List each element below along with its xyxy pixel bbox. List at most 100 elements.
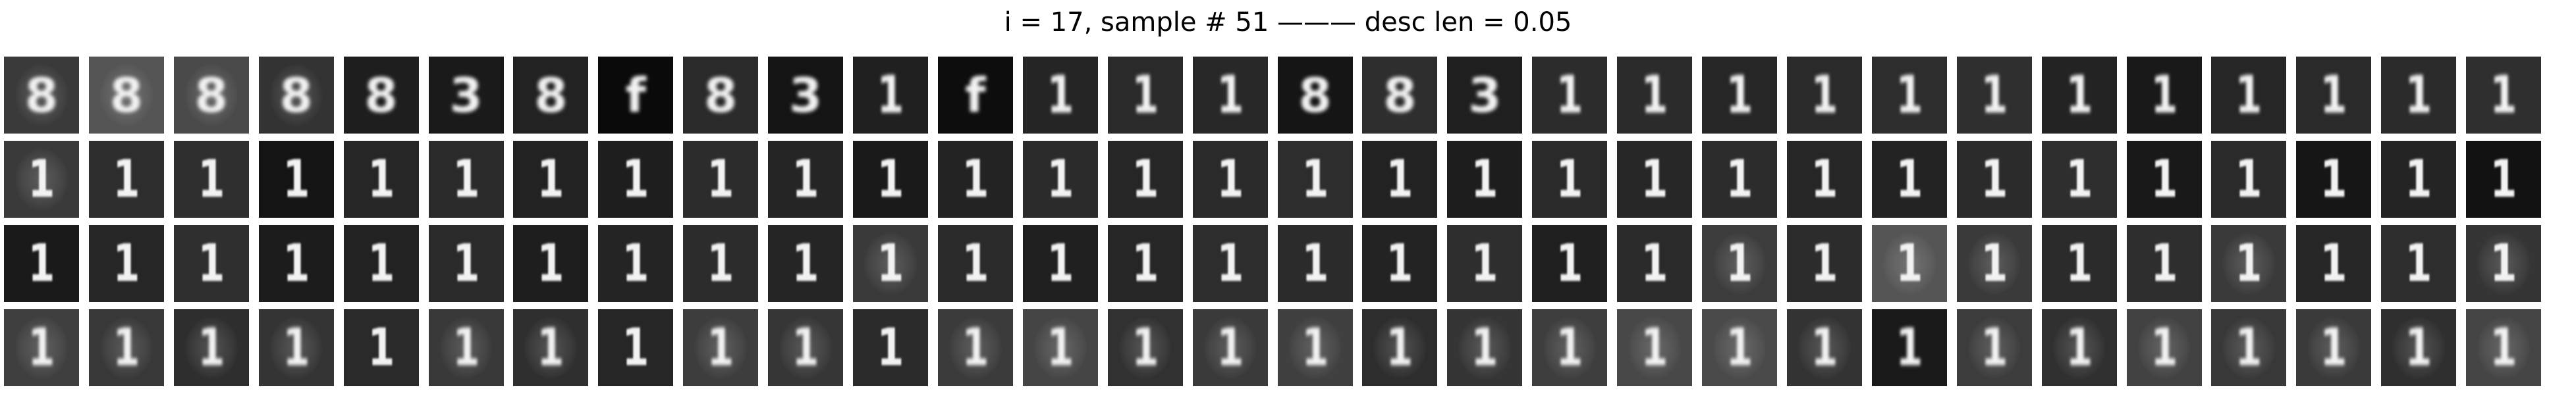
sample-image-tile: 1 [88, 141, 164, 218]
noise-halo [269, 316, 323, 379]
sample-image-tile: 1 [513, 309, 589, 386]
sample-image-tile: 1 [1022, 225, 1098, 302]
sample-image-tile: 1 [1956, 309, 2032, 386]
digit-stroke: 1 [2235, 318, 2262, 378]
digit-stroke: 1 [537, 318, 564, 378]
sample-image-tile: 1 [2296, 141, 2372, 218]
sample-image-tile: 1 [173, 225, 249, 302]
sample-image-tile: 8 [4, 57, 79, 134]
sample-image-tile: 1 [2126, 309, 2202, 386]
digit-stroke: 1 [1981, 65, 2008, 125]
sample-image-tile: 1 [853, 57, 928, 134]
digit-stroke: 1 [283, 234, 310, 293]
sample-image-tile: 1 [1956, 225, 2032, 302]
noise-halo [1713, 232, 1766, 295]
sample-image-tile: 1 [2296, 309, 2372, 386]
digit-stroke: 1 [1047, 234, 1074, 293]
noise-halo [269, 64, 323, 126]
noise-halo [2222, 232, 2276, 295]
digit-stroke: 1 [1896, 318, 1923, 378]
sample-image-tile: 1 [1362, 141, 1438, 218]
noise-halo [1797, 316, 1851, 379]
sample-image-tile: 8 [258, 57, 334, 134]
digit-stroke: 1 [283, 149, 310, 209]
digit-stroke: 1 [877, 65, 904, 125]
sample-image-tile: 1 [2041, 57, 2117, 134]
sample-image-tile: 1 [2466, 57, 2542, 134]
sample-image-tile: 1 [428, 225, 504, 302]
sample-image-tile: 1 [4, 141, 79, 218]
digit-stroke: 1 [2320, 318, 2347, 378]
digit-stroke: 8 [1383, 67, 1417, 123]
sample-image-tile: 1 [513, 225, 589, 302]
noise-halo [1118, 316, 1172, 379]
digit-stroke: 1 [1217, 234, 1244, 293]
digit-stroke: 1 [1132, 149, 1159, 209]
digit-stroke: 1 [2151, 149, 2178, 209]
digit-stroke: 1 [2235, 234, 2262, 293]
sample-image-tile: 1 [853, 141, 928, 218]
digit-stroke: 1 [1981, 234, 2008, 293]
digit-stroke: 1 [1471, 234, 1498, 293]
digit-stroke: 8 [109, 67, 143, 123]
sample-image-tile: 1 [2126, 57, 2202, 134]
sample-image-tile: f [598, 57, 674, 134]
sample-image-tile: 1 [2466, 225, 2542, 302]
digit-stroke: 1 [1217, 149, 1244, 209]
sample-image-tile: 1 [1107, 309, 1183, 386]
digit-stroke: 1 [1726, 234, 1753, 293]
sample-image-tile: 1 [853, 225, 928, 302]
digit-stroke: 1 [2490, 318, 2517, 378]
digit-stroke: 1 [1726, 149, 1753, 209]
digit-stroke: 1 [2066, 234, 2093, 293]
sample-image-tile: 3 [768, 57, 844, 134]
sample-image-tile: 1 [2126, 225, 2202, 302]
digit-stroke: 1 [792, 149, 819, 209]
digit-stroke: f [625, 67, 646, 123]
sample-image-tile: 1 [683, 141, 759, 218]
digit-stroke: 1 [1302, 234, 1329, 293]
digit-stroke: 1 [28, 149, 55, 209]
sample-image-tile: 1 [1532, 57, 1608, 134]
digit-stroke: 1 [368, 149, 395, 209]
sample-image-tile: 1 [2211, 57, 2287, 134]
sample-image-tile: 8 [343, 57, 419, 134]
sample-image-tile: 1 [2381, 309, 2457, 386]
digit-stroke: 1 [2490, 149, 2517, 209]
digit-stroke: 1 [1386, 234, 1413, 293]
noise-halo [1713, 316, 1766, 379]
noise-halo [1543, 316, 1597, 379]
digit-stroke: 1 [1217, 65, 1244, 125]
digit-stroke: 1 [1896, 234, 1923, 293]
sample-image-tile: 1 [258, 309, 334, 386]
digit-stroke: 3 [449, 67, 483, 123]
noise-halo [1628, 316, 1681, 379]
digit-stroke: 1 [2405, 65, 2432, 125]
sample-image-tile: 8 [173, 57, 249, 134]
sample-image-tile: 1 [1617, 309, 1693, 386]
sample-image-tile: 1 [1277, 309, 1353, 386]
sample-image-tile: 1 [2296, 225, 2372, 302]
digit-stroke: 1 [962, 234, 989, 293]
digit-stroke: 1 [1726, 318, 1753, 378]
sample-image-tile: 1 [2211, 141, 2287, 218]
sample-image-tile: 1 [1362, 309, 1438, 386]
noise-halo [524, 316, 578, 379]
noise-halo [864, 232, 917, 295]
noise-halo [2052, 316, 2106, 379]
digit-stroke: 1 [1811, 234, 1838, 293]
sample-image-tile: 1 [1617, 225, 1693, 302]
sample-image-tile: 3 [1447, 57, 1523, 134]
sample-image-tile: 1 [937, 225, 1013, 302]
digit-stroke: 1 [1471, 149, 1498, 209]
sample-image-tile: 1 [1362, 225, 1438, 302]
digit-stroke: 1 [2490, 234, 2517, 293]
noise-halo [2477, 232, 2530, 295]
digit-stroke: 3 [1468, 67, 1502, 123]
sample-image-tile: 1 [1107, 57, 1183, 134]
noise-halo [15, 316, 68, 379]
sample-image-tile: 1 [1871, 225, 1947, 302]
digit-stroke: 1 [368, 318, 395, 378]
digit-stroke: 1 [1981, 318, 2008, 378]
digit-stroke: 1 [1047, 149, 1074, 209]
